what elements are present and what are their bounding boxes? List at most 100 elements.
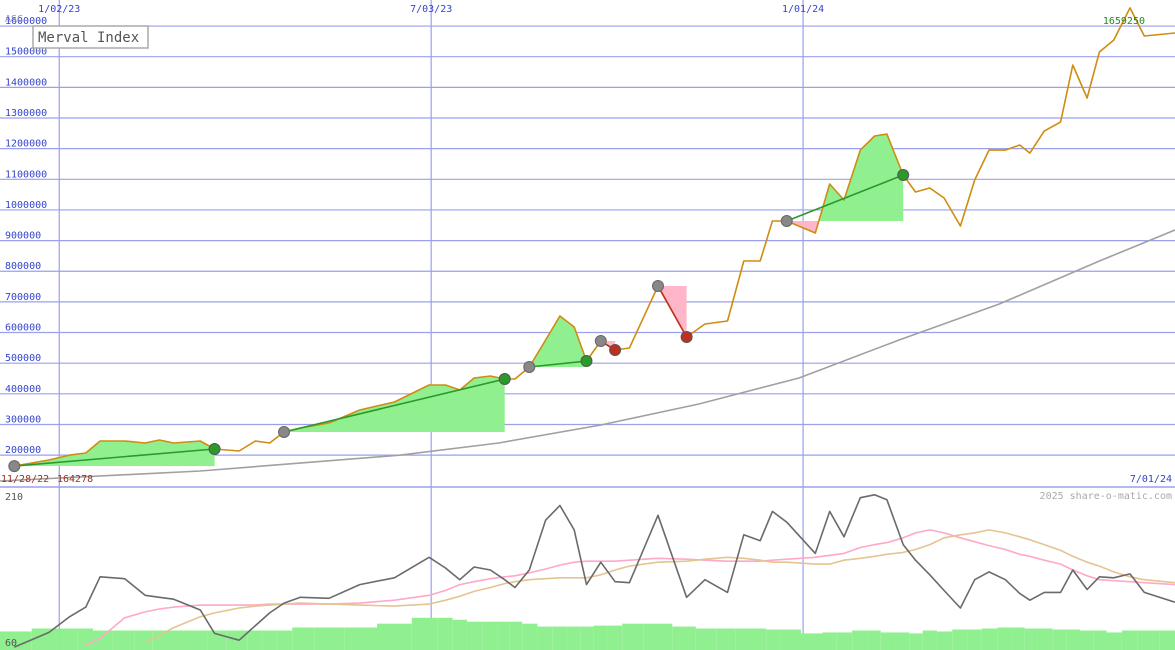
chart-title: Merval Index (38, 30, 139, 46)
bar (344, 627, 378, 650)
y-tick-label: 1600000 (5, 16, 47, 27)
series-line (13, 494, 1175, 648)
bar (77, 628, 93, 650)
end-date: 7/01/24 (1130, 474, 1172, 485)
y-tick-label: 1400000 (5, 77, 47, 88)
y-tick-label: 1300000 (5, 108, 47, 119)
y-tick-label: 300000 (5, 414, 41, 425)
bar (377, 623, 412, 650)
bar (981, 628, 998, 650)
bar (1137, 630, 1160, 650)
bar (509, 621, 523, 650)
bar (59, 628, 78, 650)
bar (567, 626, 581, 650)
bar (522, 623, 538, 650)
trade-exit (680, 331, 693, 344)
start-date: 11/28/22 (1, 474, 49, 485)
scale-label: ASC (5, 14, 23, 25)
bar (152, 630, 167, 650)
trade-entry (594, 335, 607, 348)
trade-exit (498, 373, 511, 386)
bar (766, 629, 780, 650)
y-tick-label: 200000 (5, 445, 41, 456)
y-tick-label: 1000000 (5, 200, 47, 211)
bar (735, 628, 752, 650)
bar (437, 617, 453, 650)
trade-entry (8, 460, 21, 473)
trade-loss-area (14, 466, 215, 467)
credit: 2025 share-o-matic.com (1040, 491, 1172, 502)
y-tick-label: 1500000 (5, 47, 47, 58)
trade-gain-area (14, 440, 215, 467)
bar (186, 630, 208, 650)
bar (997, 627, 1013, 650)
bar (314, 627, 345, 650)
bar (112, 630, 135, 650)
bar (1093, 630, 1107, 650)
y-tick-label: 1100000 (5, 169, 47, 180)
trade-gain-area (284, 376, 505, 432)
bar (880, 632, 896, 650)
bar (895, 632, 910, 650)
bar (836, 632, 853, 650)
bar (466, 621, 483, 650)
bar (411, 617, 438, 650)
bar (852, 630, 868, 650)
trade-line (657, 285, 688, 338)
bar (952, 629, 968, 650)
bar (452, 619, 467, 650)
bar (909, 633, 923, 650)
y-tick-label: 900000 (5, 231, 41, 242)
bar (752, 628, 767, 650)
bar (482, 621, 498, 650)
title-box (32, 25, 149, 49)
trade-line (283, 378, 505, 433)
bar (867, 630, 881, 650)
y-tick-label: 500000 (5, 353, 41, 364)
bar (607, 625, 623, 650)
bar (822, 632, 837, 650)
max-value: 1659250 (1103, 16, 1145, 27)
bar (967, 629, 982, 650)
trade-exit (897, 169, 910, 182)
y-tick-label: 800000 (5, 261, 41, 272)
bar (262, 630, 277, 650)
trade-exit (580, 355, 593, 368)
bar (537, 626, 553, 650)
y-tick-label: 400000 (5, 384, 41, 395)
x-tick-label: 7/03/23 (410, 4, 452, 15)
trade-exit (208, 442, 221, 455)
bar (1052, 629, 1067, 650)
y-tick-label: 60 (5, 638, 17, 649)
bar (716, 628, 736, 650)
trade-gain-area (658, 286, 687, 287)
bar (552, 626, 568, 650)
y-tick-label: 210 (5, 492, 23, 503)
bar (672, 626, 696, 650)
bar (0, 631, 32, 650)
bar (922, 630, 937, 650)
bar (1024, 628, 1038, 650)
bar (593, 625, 608, 650)
bar (1121, 630, 1138, 650)
trade-entry (278, 426, 291, 439)
series-line (144, 529, 1175, 643)
y-tick-label: 1200000 (5, 139, 47, 150)
x-tick-label: 1/01/24 (782, 4, 824, 15)
bar (31, 628, 60, 650)
trade-gain-area (529, 316, 587, 367)
bar (936, 631, 953, 650)
bar (1037, 628, 1053, 650)
bar (166, 630, 187, 650)
bar (1066, 629, 1080, 650)
bar (695, 628, 717, 650)
trade-entry (652, 280, 664, 293)
bar (1159, 630, 1175, 650)
y-tick-label: 600000 (5, 323, 41, 334)
bar (801, 633, 823, 650)
bar (497, 621, 510, 650)
bar (1012, 627, 1025, 650)
x-tick-label: 1/02/23 (38, 4, 80, 15)
